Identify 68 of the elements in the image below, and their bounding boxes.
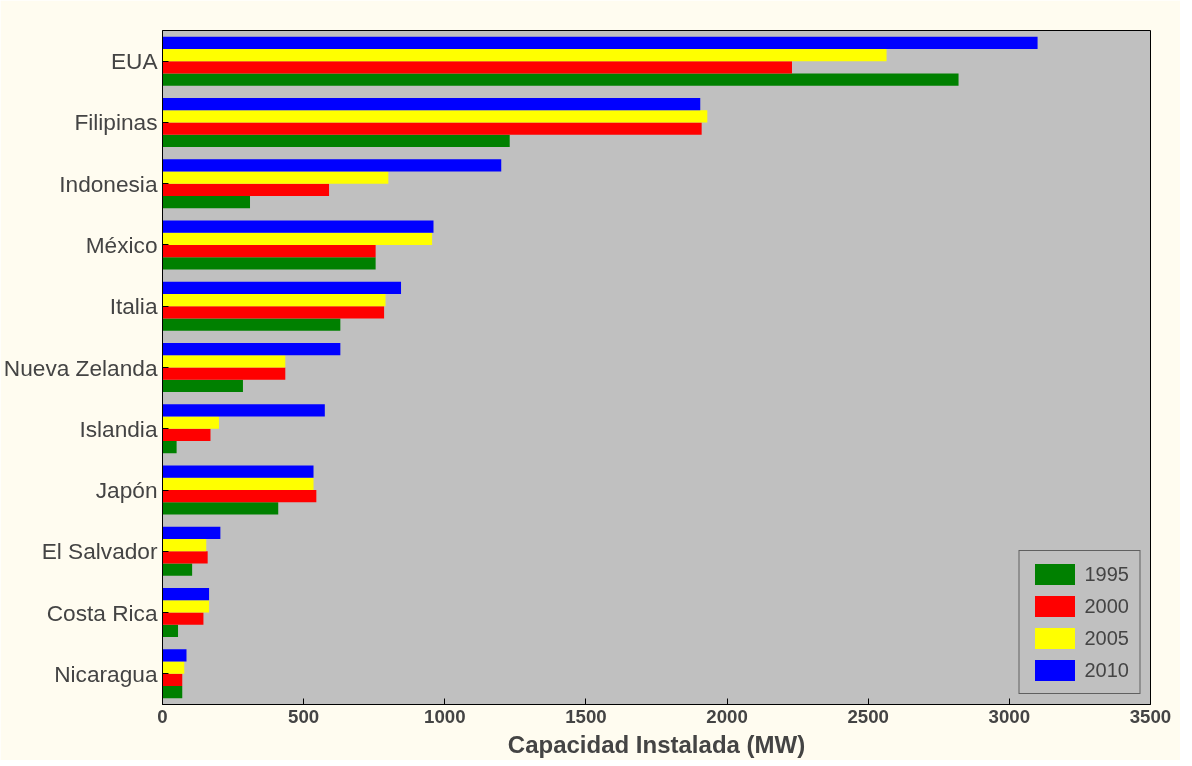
x-tick-label: 1000 — [424, 705, 466, 727]
bar — [162, 551, 208, 564]
bar — [162, 526, 221, 540]
bar — [162, 73, 959, 86]
bar — [162, 367, 286, 380]
x-axis-title: Capacidad Instalada (MW) — [507, 730, 806, 758]
bar — [162, 61, 792, 74]
bar — [162, 624, 179, 638]
y-tick-label: Nicaragua — [54, 660, 158, 687]
y-tick-label: Costa Rica — [46, 599, 158, 626]
x-tick-label: 3500 — [1129, 705, 1172, 727]
bar — [162, 490, 317, 503]
bar — [162, 379, 243, 393]
bar — [162, 563, 193, 576]
y-tick-label: Filipinas — [74, 109, 158, 136]
bar — [162, 36, 1038, 49]
x-tick-label: 2500 — [847, 705, 889, 727]
x-tick-label: 1500 — [565, 705, 607, 727]
x-tick-label: 3000 — [988, 705, 1031, 727]
x-tick-label: 2000 — [706, 705, 748, 727]
bar — [162, 257, 376, 270]
bar — [162, 686, 183, 699]
bar — [162, 477, 314, 491]
bar — [162, 649, 187, 662]
bar — [162, 244, 376, 258]
bar — [162, 171, 389, 184]
y-tick-label: Nueva Zelanda — [3, 354, 158, 381]
y-tick-label: El Salvador — [41, 538, 158, 565]
bar — [162, 97, 701, 111]
bar — [162, 502, 279, 515]
y-tick-label: EUA — [110, 48, 159, 75]
bar — [162, 342, 341, 356]
legend-label: 1995 — [1084, 562, 1129, 586]
bar — [162, 183, 330, 196]
bar — [162, 110, 708, 123]
bar — [162, 293, 386, 307]
bar — [162, 306, 385, 319]
bar — [162, 661, 185, 674]
y-tick-label: Italia — [109, 293, 158, 320]
bar — [162, 159, 502, 172]
y-tick-label: Islandia — [79, 415, 158, 442]
legend-label: 2005 — [1084, 626, 1129, 650]
bar — [162, 122, 702, 135]
legend-label: 2000 — [1084, 594, 1129, 618]
bar — [162, 428, 211, 442]
bar — [162, 232, 433, 245]
x-tick-label: 0 — [157, 705, 168, 727]
bar — [162, 404, 325, 417]
bar — [162, 220, 434, 233]
bar — [162, 539, 207, 552]
bar — [162, 465, 314, 478]
y-tick-label: Indonesia — [59, 170, 158, 197]
bar — [162, 355, 286, 368]
bar — [162, 588, 210, 601]
bar — [162, 281, 402, 294]
bar — [162, 318, 341, 331]
bar — [162, 673, 183, 687]
bar — [162, 600, 210, 613]
bar — [162, 48, 887, 62]
bar — [162, 134, 510, 147]
y-tick-label: México — [85, 231, 158, 258]
x-tick-label: 500 — [288, 705, 320, 727]
bar — [162, 416, 219, 429]
y-tick-label: Japón — [95, 477, 158, 504]
bar — [162, 612, 204, 625]
bar — [162, 195, 251, 209]
legend-label: 2010 — [1084, 658, 1129, 682]
bar — [162, 441, 177, 454]
